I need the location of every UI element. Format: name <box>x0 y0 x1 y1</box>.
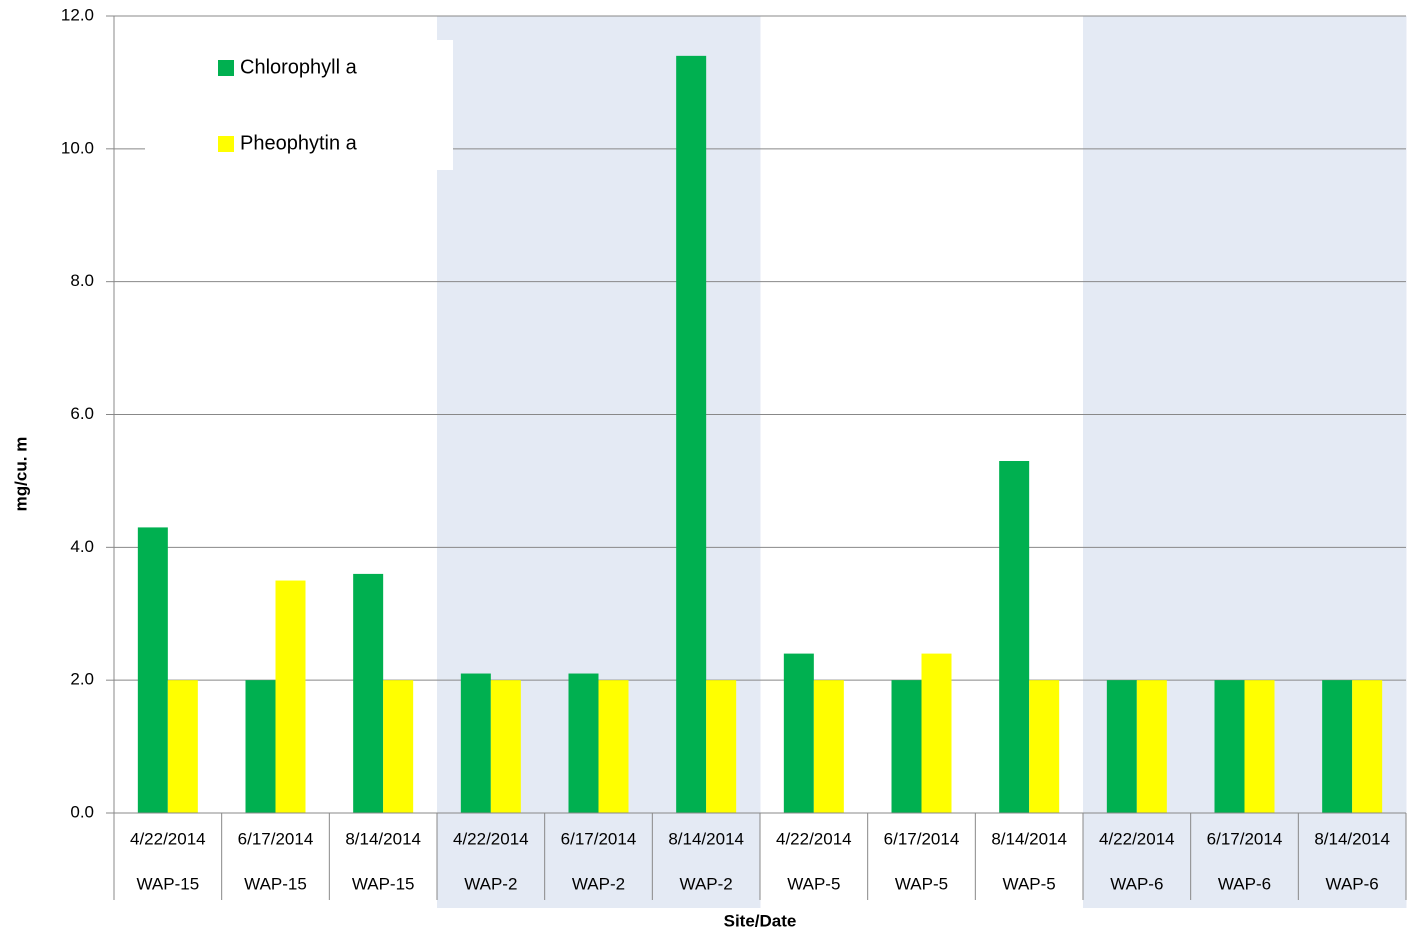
bar <box>353 573 384 813</box>
group-label: WAP-15 <box>136 874 199 893</box>
legend-swatch <box>218 60 234 76</box>
bar <box>1214 680 1245 813</box>
y-tick-label: 10.0 <box>61 138 94 157</box>
x-axis-label: Site/Date <box>724 911 797 930</box>
legend-label: Pheophytin a <box>240 132 358 154</box>
bar <box>1106 680 1137 813</box>
bar <box>783 653 814 813</box>
bar <box>1244 680 1275 813</box>
bar <box>275 580 306 813</box>
x-tick-label: 6/17/2014 <box>238 829 314 848</box>
bar <box>1029 680 1060 813</box>
x-tick-label: 6/17/2014 <box>561 829 637 848</box>
bar <box>568 673 599 813</box>
group-label: WAP-6 <box>1326 874 1379 893</box>
y-tick-label: 6.0 <box>70 404 94 423</box>
group-label: WAP-5 <box>895 874 948 893</box>
x-tick-label: 8/14/2014 <box>668 829 744 848</box>
bar <box>1352 680 1383 813</box>
legend-box <box>145 40 453 170</box>
y-axis-label: mg/cu. m <box>11 437 30 512</box>
bar <box>891 680 922 813</box>
y-tick-label: 8.0 <box>70 271 94 290</box>
bar <box>999 460 1030 813</box>
bar <box>460 673 491 813</box>
x-tick-label: 8/14/2014 <box>1314 829 1390 848</box>
group-label: WAP-2 <box>680 874 733 893</box>
bar <box>598 680 629 813</box>
x-tick-label: 4/22/2014 <box>776 829 852 848</box>
x-tick-label: 8/14/2014 <box>345 829 421 848</box>
x-tick-label: 4/22/2014 <box>130 829 206 848</box>
bar <box>706 680 737 813</box>
group-label: WAP-2 <box>572 874 625 893</box>
bar <box>167 680 198 813</box>
group-label: WAP-6 <box>1110 874 1163 893</box>
bar <box>676 55 707 814</box>
y-tick-label: 12.0 <box>61 5 94 24</box>
group-label: WAP-5 <box>1003 874 1056 893</box>
bar <box>921 653 952 813</box>
bar <box>137 527 168 813</box>
x-tick-label: 6/17/2014 <box>1207 829 1283 848</box>
x-tick-label: 4/22/2014 <box>1099 829 1175 848</box>
bar <box>383 680 414 813</box>
legend-label: Chlorophyll a <box>240 56 358 78</box>
group-label: WAP-15 <box>352 874 415 893</box>
bar <box>245 680 276 813</box>
x-tick-label: 4/22/2014 <box>453 829 529 848</box>
bar <box>490 680 521 813</box>
group-label: WAP-2 <box>464 874 517 893</box>
bar <box>1136 680 1167 813</box>
group-label: WAP-15 <box>244 874 307 893</box>
legend-swatch <box>218 136 234 152</box>
x-tick-label: 8/14/2014 <box>991 829 1067 848</box>
y-tick-label: 2.0 <box>70 670 94 689</box>
y-tick-label: 4.0 <box>70 537 94 556</box>
bar <box>813 680 844 813</box>
x-tick-label: 6/17/2014 <box>884 829 960 848</box>
group-label: WAP-6 <box>1218 874 1271 893</box>
bar <box>1322 680 1353 813</box>
group-label: WAP-5 <box>787 874 840 893</box>
y-tick-label: 0.0 <box>70 802 94 821</box>
